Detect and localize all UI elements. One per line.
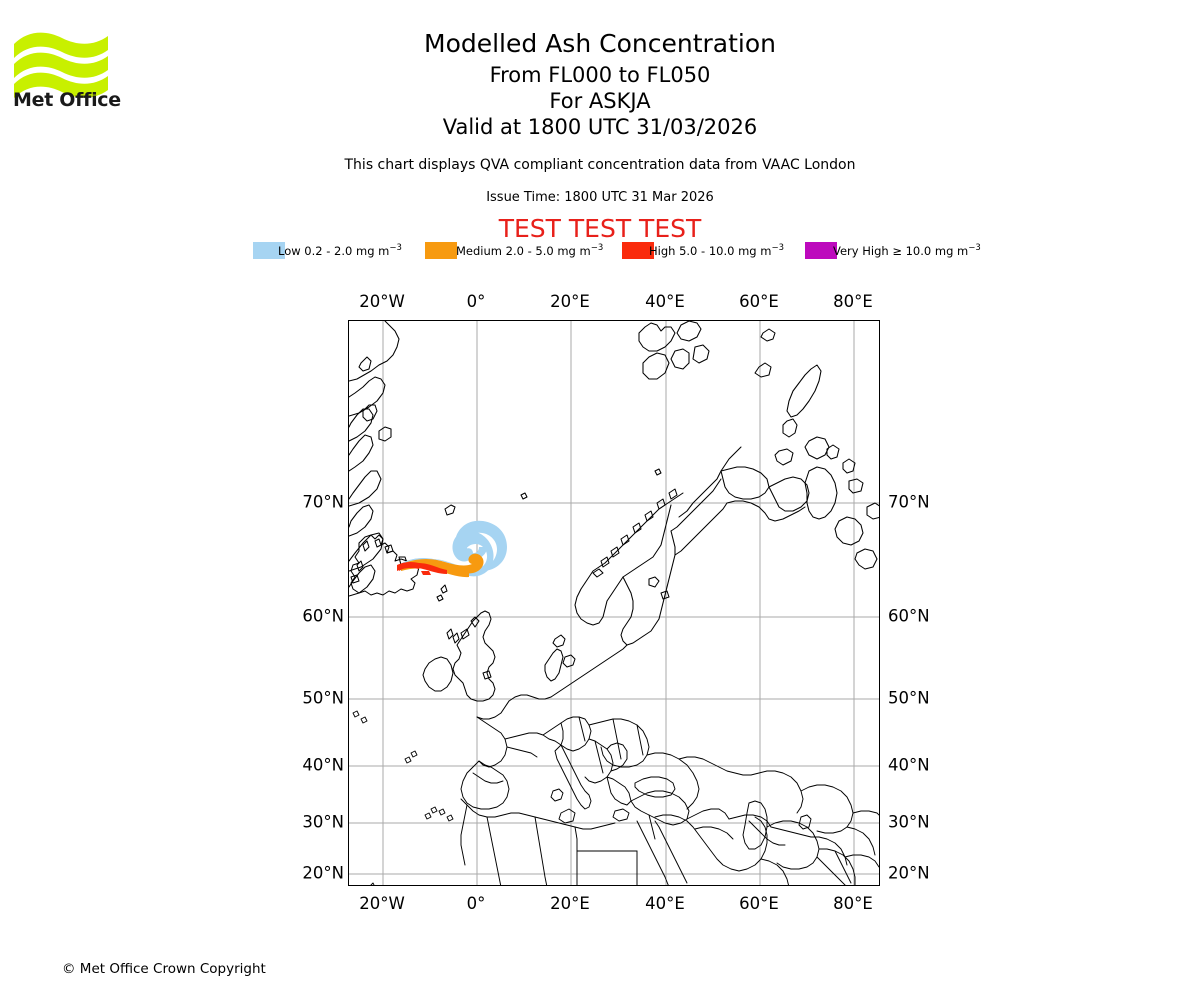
page-title: Modelled Ash Concentration <box>424 29 776 58</box>
lon-bottom-tick: 40°E <box>645 894 685 913</box>
lon-top-tick: 60°E <box>739 292 779 311</box>
lat-left-tick: 50°N <box>302 688 344 708</box>
legend-swatch <box>622 242 654 259</box>
issue-time: Issue Time: 1800 UTC 31 Mar 2026 <box>486 190 714 205</box>
lon-top-tick: 20°E <box>550 292 590 311</box>
qva-note: This chart displays QVA compliant concen… <box>344 157 856 173</box>
plume-high-core-source <box>397 561 419 571</box>
lon-bottom-tick: 80°E <box>833 894 873 913</box>
lat-right-tick: 60°N <box>888 606 930 626</box>
lon-top-tick: 20°W <box>359 292 405 311</box>
lat-right-tick: 40°N <box>888 755 930 775</box>
lon-bottom-tick: 20°E <box>550 894 590 913</box>
ash-plume <box>397 520 507 578</box>
volcano-site: For ASKJA <box>549 89 651 113</box>
legend-swatch <box>805 242 837 259</box>
met-office-wave-mark <box>14 32 108 98</box>
legend-label: Medium 2.0 - 5.0 mg m−3 <box>456 243 604 258</box>
map-canvas <box>349 321 879 885</box>
lat-left-tick: 30°N <box>302 812 344 832</box>
lon-bottom-tick: 20°W <box>359 894 405 913</box>
plume-medium-band <box>400 553 484 574</box>
map-plot-area <box>348 320 880 886</box>
legend-label: Low 0.2 - 2.0 mg m−3 <box>278 243 402 258</box>
concentration-legend: Low 0.2 - 2.0 mg m−3 Medium 2.0 - 5.0 mg … <box>0 240 1200 262</box>
copyright-notice: © Met Office Crown Copyright <box>62 961 266 977</box>
lat-right-tick: 20°N <box>888 863 930 883</box>
lat-left-tick: 40°N <box>302 755 344 775</box>
lat-left-tick: 60°N <box>302 606 344 626</box>
map-coastlines <box>349 321 879 885</box>
lon-top-tick: 0° <box>466 292 486 311</box>
lon-top-tick: 80°E <box>833 292 873 311</box>
map-gridlines <box>349 321 879 885</box>
legend-label: Very High ≥ 10.0 mg m−3 <box>833 243 981 258</box>
legend-swatch <box>253 242 285 259</box>
lat-left-tick: 70°N <box>302 492 344 512</box>
lon-bottom-tick: 0° <box>466 894 486 913</box>
plume-low-band-outer <box>399 520 507 572</box>
test-banner: TEST TEST TEST <box>498 214 702 243</box>
met-office-logo-text: Met Office <box>13 89 121 111</box>
met-office-logo <box>12 26 122 116</box>
legend-swatch <box>425 242 457 259</box>
lat-right-tick: 30°N <box>888 812 930 832</box>
lat-right-tick: 50°N <box>888 688 930 708</box>
flight-levels: From FL000 to FL050 <box>489 63 711 87</box>
legend-label: High 5.0 - 10.0 mg m−3 <box>649 243 784 258</box>
lon-bottom-tick: 60°E <box>739 894 779 913</box>
lat-left-tick: 20°N <box>302 863 344 883</box>
plume-high-patch <box>421 571 431 575</box>
lon-top-tick: 40°E <box>645 292 685 311</box>
valid-time: Valid at 1800 UTC 31/03/2026 <box>442 115 758 139</box>
lat-right-tick: 70°N <box>888 492 930 512</box>
